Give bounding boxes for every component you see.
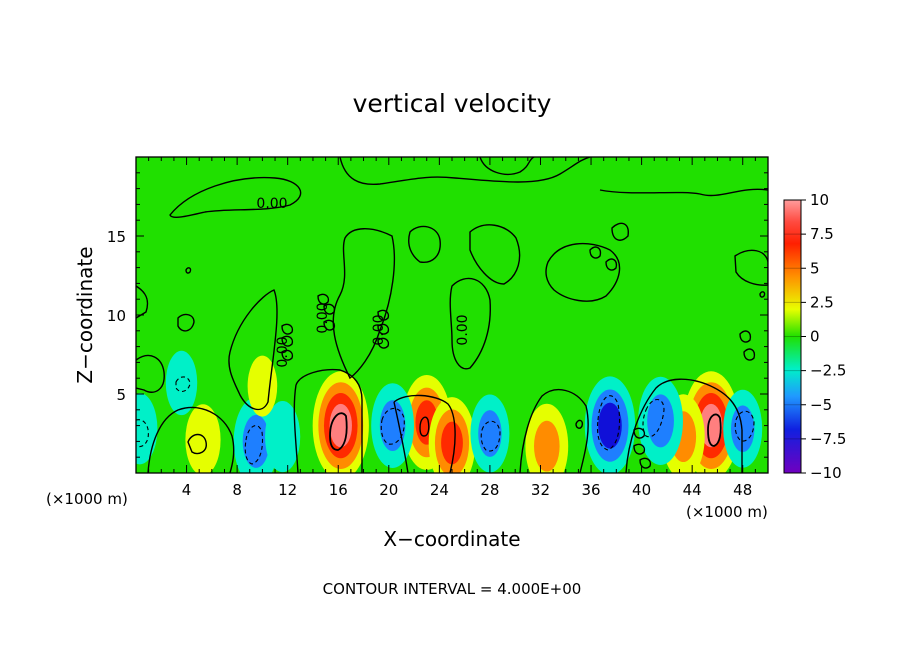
- velocity-cell-layer: [247, 355, 278, 417]
- colorbar: 10 7.5 5 2.5 0 −2.5 −5 −7.5 −10: [783, 191, 846, 482]
- contour-lines: [136, 157, 768, 473]
- x-tick-labels: 4 8 12 16 20 24 28 32 36 40 44 48: [182, 481, 752, 499]
- velocity-cell-downdraft: [165, 350, 198, 416]
- velocity-cell-downdraft: [265, 401, 301, 473]
- velocity-cell-downdraft: [638, 376, 683, 465]
- velocity-cell-layer: [598, 402, 622, 449]
- colorbar-ticks: [784, 199, 806, 474]
- colorbar-label: −7.5: [810, 430, 846, 448]
- colorbar-labels: 10 7.5 5 2.5 0 −2.5 −5 −7.5 −10: [810, 191, 846, 482]
- negative-contours: [136, 376, 755, 465]
- velocity-features: [136, 350, 763, 473]
- colorbar-label: 7.5: [810, 225, 834, 243]
- x-tick-label: 24: [430, 481, 449, 499]
- plot-area: 0.00 0.00 0.00 0.00 0.00: [135, 156, 769, 474]
- velocity-cell-layer: [441, 421, 463, 465]
- x-axis-label: X−coordinate: [383, 527, 520, 551]
- y-tick-label: 10: [107, 307, 126, 325]
- velocity-cell-layer: [534, 420, 560, 472]
- velocity-cell-downdraft: [136, 393, 158, 465]
- x-tick-label: 4: [182, 481, 192, 499]
- y-axis-label: Z−coordinate: [73, 246, 97, 383]
- velocity-cell-layer: [265, 401, 301, 473]
- y-tick-label: 15: [107, 228, 126, 246]
- x-tick-label: 36: [581, 481, 600, 499]
- contour-label: 0.00: [371, 314, 387, 345]
- velocity-cell-layer: [731, 405, 755, 453]
- colorbar-label: 2.5: [810, 293, 834, 311]
- velocity-cell-layer: [478, 410, 502, 457]
- velocity-cell-downdraft: [723, 389, 763, 468]
- chart-title: vertical velocity: [353, 89, 552, 118]
- y-tick-label: 5: [116, 386, 126, 404]
- colorbar-label: 5: [810, 259, 820, 277]
- x-tick-label: 48: [733, 481, 752, 499]
- velocity-cell-downdraft: [470, 394, 510, 473]
- colorbar-label: 0: [810, 328, 820, 346]
- x-tick-label: 28: [480, 481, 499, 499]
- contour-label: 0.00: [455, 314, 471, 345]
- x-tick-label: 32: [531, 481, 550, 499]
- contour-label: 0.00: [256, 196, 287, 212]
- x-tick-label: 44: [683, 481, 702, 499]
- velocity-cell-updraft: [525, 403, 569, 473]
- x-tick-label: 20: [379, 481, 398, 499]
- velocity-cell-layer: [165, 350, 198, 416]
- velocity-cell-layer: [185, 404, 221, 473]
- colorbar-label: 10: [810, 191, 829, 209]
- velocity-cell-updraft: [312, 371, 369, 473]
- velocity-cell-layer: [136, 393, 158, 465]
- x-unit-right: (×1000 m): [686, 503, 768, 521]
- x-unit-left: (×1000 m): [46, 490, 128, 508]
- contour-labels: 0.00 0.00 0.00 0.00 0.00: [256, 196, 471, 368]
- x-tick-label: 12: [278, 481, 297, 499]
- velocity-cell-updraft: [185, 404, 221, 473]
- contour-interval-note: CONTOUR INTERVAL = 4.000E+00: [323, 580, 582, 598]
- velocity-cell-layer: [329, 403, 352, 448]
- y-tick-labels: 5 10 15: [107, 228, 126, 404]
- x-tick-label: 16: [329, 481, 348, 499]
- axis-ticks: [136, 157, 768, 473]
- x-tick-label: 40: [632, 481, 651, 499]
- velocity-cell-layer: [647, 394, 674, 448]
- colorbar-label: −2.5: [810, 362, 846, 380]
- velocity-cell-layer: [242, 414, 270, 468]
- contour-label: 0.00: [275, 336, 291, 367]
- velocity-cell-updraft: [683, 371, 740, 473]
- velocity-cell-updraft: [428, 397, 476, 473]
- x-tick-label: 8: [232, 481, 242, 499]
- contour-label: 0.00: [315, 302, 331, 333]
- colorbar-label: −5: [810, 396, 832, 414]
- colorbar-label: −10: [810, 464, 842, 482]
- velocity-cell-updraft: [247, 355, 278, 417]
